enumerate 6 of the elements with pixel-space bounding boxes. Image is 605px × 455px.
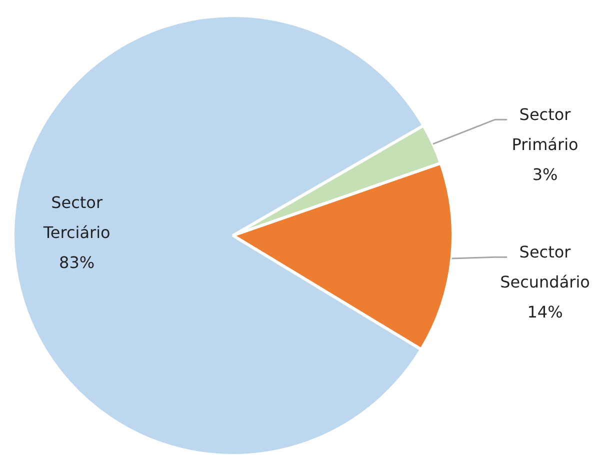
data-label: 3% (532, 164, 558, 184)
slice-label: Sector Terciário (42, 193, 110, 242)
data-label: 14% (527, 302, 563, 322)
slice-label: Sector Secundário (500, 242, 590, 292)
data-label: 83% (59, 253, 95, 272)
slice-label: Sector Primário (512, 104, 578, 154)
